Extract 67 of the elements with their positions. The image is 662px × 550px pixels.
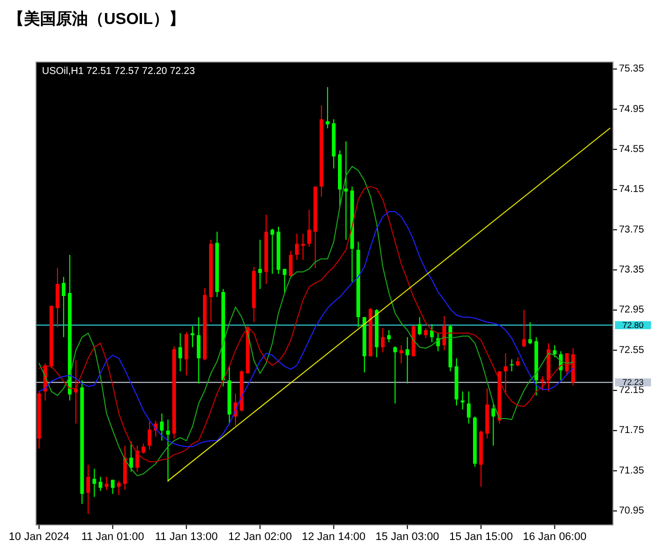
candlestick [393, 346, 397, 404]
y-tick-label: 74.95 [619, 104, 644, 115]
ref-line-label: 72.23 [622, 377, 644, 388]
candlestick [110, 479, 115, 494]
candlestick [510, 358, 514, 372]
x-tick-label: 15 Jan 03:00 [376, 531, 440, 543]
candlestick [178, 332, 182, 372]
candlestick [282, 268, 286, 294]
candlestick [430, 324, 434, 343]
y-tick-label: 75.35 [619, 64, 644, 75]
x-tick-label: 11 Jan 13:00 [154, 531, 218, 543]
candlestick [104, 476, 108, 490]
candlestick [190, 326, 194, 348]
candlestick [399, 344, 404, 364]
x-tick-label: 16 Jan 06:00 [522, 531, 586, 543]
y-tick-label: 70.95 [619, 506, 644, 517]
candlestick [460, 390, 464, 410]
candlestick [160, 413, 164, 442]
candlestick [258, 239, 262, 290]
y-tick-label: 72.95 [619, 304, 644, 316]
candlestick [387, 330, 391, 343]
y-tick-label: 73.35 [619, 264, 644, 276]
candlestick [540, 376, 544, 391]
ref-line-label: 72.80 [622, 320, 644, 330]
candlestick [344, 140, 348, 240]
candlestick [552, 344, 557, 358]
candlestick [92, 468, 96, 498]
candlestick [418, 316, 422, 336]
candlestick [62, 276, 66, 338]
annotation: USOil,H1 72.51 72.57 72.20 72.23 [42, 66, 196, 77]
candlestick [516, 356, 520, 367]
candlestick [406, 336, 410, 384]
candlestick [436, 332, 440, 352]
candlestick [86, 464, 90, 514]
x-tick-label: 15 Jan 15:00 [449, 531, 513, 543]
candlestick [424, 328, 428, 339]
y-tick-label: 73.75 [619, 224, 644, 236]
candlestick [295, 233, 299, 260]
candlestick [117, 480, 121, 496]
candlestick [166, 419, 170, 482]
candlestick [491, 404, 496, 446]
y-tick-label: 72.15 [619, 385, 644, 396]
x-tick-label: 10 Jan 2024 [8, 531, 70, 543]
candlestick [301, 233, 305, 260]
x-tick-label: 11 Jan 01:00 [81, 531, 144, 543]
candlestick [307, 209, 311, 248]
candlestick [522, 310, 526, 348]
candlestick [326, 86, 330, 129]
y-tick-label: 71.75 [619, 425, 644, 436]
candlestick [380, 328, 385, 353]
candlestick [504, 352, 508, 394]
candlestick [196, 316, 201, 384]
x-tick-label: 12 Jan 02:00 [228, 531, 292, 543]
chart-title: 【美国原油（USOIL）】 [8, 9, 185, 28]
candlestick [98, 476, 102, 492]
y-tick-label: 74.15 [619, 184, 644, 196]
x-tick-label: 12 Jan 14:00 [302, 531, 366, 543]
candlestick [466, 390, 471, 424]
y-tick-label: 74.55 [619, 144, 644, 156]
candlestick [142, 443, 146, 454]
candlestick [528, 322, 532, 345]
y-tick-label: 72.55 [619, 344, 644, 356]
candlestick [288, 250, 293, 276]
y-tick-label: 71.35 [619, 465, 644, 476]
candlestick [270, 228, 274, 274]
candlestick [148, 421, 152, 450]
candlestick [129, 441, 133, 472]
